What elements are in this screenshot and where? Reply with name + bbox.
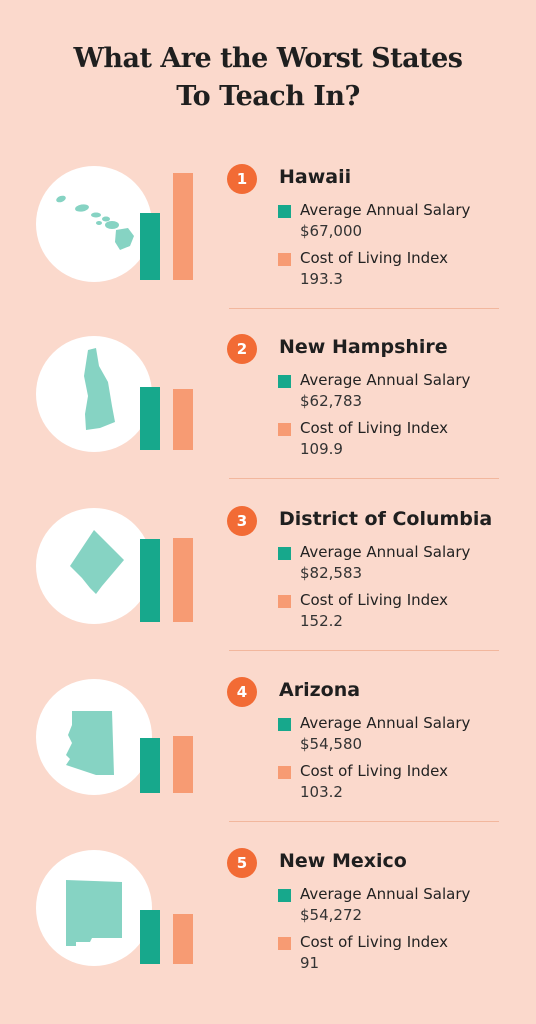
salary-legend-swatch [278, 205, 291, 218]
cost-of-living-value: 91 [300, 954, 320, 972]
cost-of-living-label: Cost of Living Index [300, 419, 449, 437]
page-title: What Are the Worst States To Teach In? [0, 40, 536, 116]
cost-of-living-bar [173, 914, 193, 964]
state-row: 1 Hawaii Average Annual Salary $67,000 Cost … [0, 160, 536, 330]
salary-label: Average Annual Salary [300, 543, 471, 561]
state-map-circle [36, 508, 152, 624]
cost-of-living-value: 103.2 [300, 783, 343, 801]
row-divider [229, 308, 499, 309]
salary-legend-swatch [278, 718, 291, 731]
rank-badge: 4 [227, 677, 257, 707]
cost-of-living-legend-swatch [278, 937, 291, 950]
state-map-circle [36, 166, 152, 282]
cost-of-living-value: 109.9 [300, 440, 343, 458]
cost-of-living-bar [173, 389, 193, 450]
cost-of-living-label: Cost of Living Index [300, 591, 449, 609]
salary-value: $54,272 [300, 906, 363, 924]
rank-badge: 2 [227, 334, 257, 364]
salary-value: $82,583 [300, 564, 363, 582]
salary-label: Average Annual Salary [300, 371, 471, 389]
row-divider [229, 650, 499, 651]
cost-of-living-legend-swatch [278, 766, 291, 779]
state-map-circle [36, 679, 152, 795]
salary-value: $54,580 [300, 735, 363, 753]
row-divider [229, 478, 499, 479]
rank-badge: 3 [227, 506, 257, 536]
state-row: 2 New Hampshire Average Annual Salary $62,7… [0, 330, 536, 500]
rank-badge: 1 [227, 164, 257, 194]
salary-bar [140, 213, 160, 280]
salary-legend-swatch [278, 547, 291, 560]
cost-of-living-legend-swatch [278, 423, 291, 436]
salary-value: $67,000 [300, 222, 363, 240]
cost-of-living-label: Cost of Living Index [300, 762, 449, 780]
cost-of-living-legend-swatch [278, 595, 291, 608]
salary-bar [140, 910, 160, 964]
title-line-1: What Are the Worst States [73, 43, 464, 74]
cost-of-living-bar [173, 538, 193, 622]
state-map-circle [36, 336, 152, 452]
cost-of-living-value: 152.2 [300, 612, 343, 630]
salary-bar [140, 539, 160, 622]
state-row: 5 New Mexico Average Annual Salary $54,272 C… [0, 844, 536, 1014]
state-map-circle [36, 850, 152, 966]
cost-of-living-bar [173, 736, 193, 793]
title-line-2: To Teach In? [176, 81, 360, 112]
state-name: New Hampshire [279, 336, 448, 358]
salary-bar [140, 738, 160, 793]
salary-bar [140, 387, 160, 450]
state-outline-icon [66, 711, 114, 775]
state-row: 4 Arizona Average Annual Salary $54,580 Cost… [0, 673, 536, 843]
state-row: 3 District of Columbia Average Annual Sala… [0, 502, 536, 672]
rank-badge: 5 [227, 848, 257, 878]
row-divider [229, 821, 499, 822]
state-name: New Mexico [279, 850, 407, 872]
cost-of-living-label: Cost of Living Index [300, 249, 449, 267]
cost-of-living-value: 193.3 [300, 270, 343, 288]
state-outline-icon [70, 530, 124, 594]
salary-label: Average Annual Salary [300, 201, 471, 219]
salary-value: $62,783 [300, 392, 363, 410]
state-name: District of Columbia [279, 508, 493, 530]
salary-legend-swatch [278, 375, 291, 388]
salary-label: Average Annual Salary [300, 714, 471, 732]
cost-of-living-legend-swatch [278, 253, 291, 266]
salary-label: Average Annual Salary [300, 885, 471, 903]
state-name: Hawaii [279, 166, 352, 188]
state-outline-icon [56, 195, 134, 250]
cost-of-living-bar [173, 173, 193, 280]
state-name: Arizona [279, 679, 361, 701]
state-outline-icon [66, 880, 122, 946]
cost-of-living-label: Cost of Living Index [300, 933, 449, 951]
state-outline-icon [84, 348, 115, 430]
salary-legend-swatch [278, 889, 291, 902]
